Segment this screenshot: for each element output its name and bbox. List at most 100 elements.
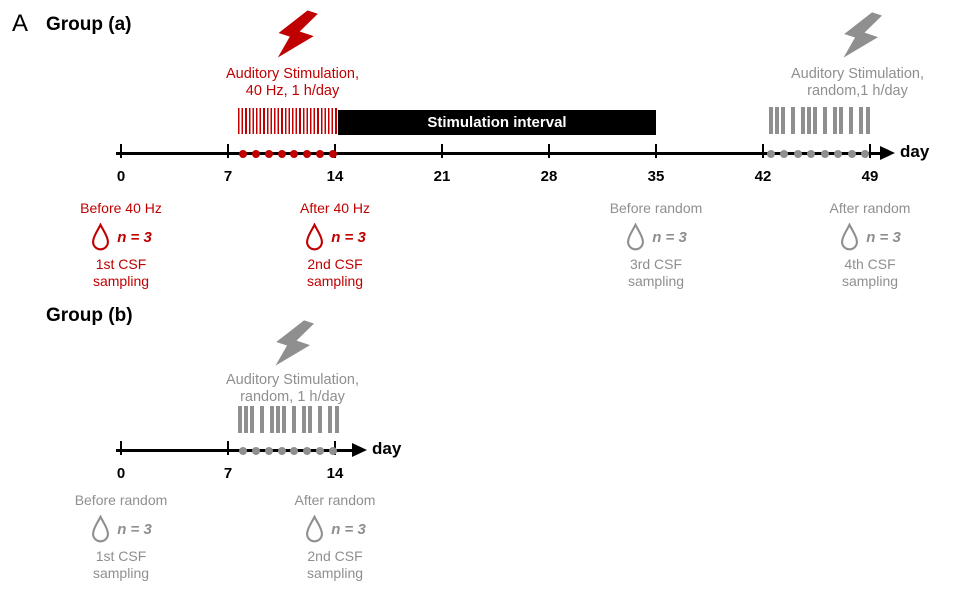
droplet-icon: [92, 222, 110, 250]
stim-40hz-pattern: [238, 108, 338, 134]
sample-size-label: n = 3: [117, 228, 152, 246]
sampling-order-label: 4th CSF: [844, 256, 896, 272]
timeline-b-arrowhead-icon: [352, 443, 367, 457]
sample-size-row: n = 3: [795, 221, 945, 253]
sampling-condition-label: After random: [294, 492, 376, 508]
group-a-title: Group (a): [46, 14, 132, 35]
timeline-dot: [316, 150, 325, 158]
tick-label: 0: [116, 168, 126, 185]
timeline-dot: [328, 447, 337, 455]
lightning-bolt-icon-random-a: [843, 12, 883, 58]
sample-size-row: n = 3: [260, 513, 410, 545]
sampling-condition-label: Before random: [609, 200, 703, 216]
droplet-icon: [306, 222, 324, 250]
stim-40hz-label-line2: 40 Hz, 1 h/day: [245, 82, 340, 99]
stim-random-b-label: Auditory Stimulation, random, 1 h/day: [200, 372, 385, 405]
tick-label: 14: [326, 465, 344, 482]
sampling-order-label: 1st CSF: [95, 548, 147, 564]
stim-random-a-label: Auditory Stimulation, random,1 h/day: [765, 66, 950, 99]
timeline-dot: [290, 150, 299, 158]
sampling-condition-label: Before random: [74, 492, 168, 508]
tick-label: 0: [116, 465, 126, 482]
tick-mark: [655, 144, 657, 158]
timeline-dot: [277, 150, 286, 158]
timeline-dot: [793, 150, 802, 158]
lightning-bolt-icon-random-b: [275, 320, 315, 366]
timeline-dot: [239, 150, 247, 158]
droplet-icon: [306, 514, 324, 542]
sample-size-row: n = 3: [260, 221, 410, 253]
droplet-icon: [841, 222, 859, 250]
stim-random-b-label-line1: Auditory Stimulation,: [226, 372, 359, 388]
tick-label: 49: [861, 168, 879, 185]
stim-random-a-label-line1: Auditory Stimulation,: [791, 66, 924, 82]
timeline-a: [116, 152, 882, 155]
csf-sampling-annotation-4a: After random n = 3 4th CSF sampling: [795, 200, 945, 290]
stim-random-a-label-line2: random,1 h/day: [807, 82, 908, 99]
timeline-dot: [834, 150, 843, 158]
tick-label: 21: [433, 168, 451, 185]
sample-size-label: n = 3: [331, 520, 366, 538]
timeline-dot: [316, 447, 325, 455]
stim-days-dots-random-a: [767, 149, 869, 159]
lightning-bolt-icon-40hz: [277, 10, 318, 58]
timeline-dot: [860, 150, 869, 158]
day-axis-label-b: day: [372, 439, 402, 458]
sample-size-label: n = 3: [866, 228, 901, 246]
stim-40hz-label-line1: Auditory Stimulation,: [226, 66, 359, 82]
tick-mark: [869, 144, 871, 158]
sampling-condition-label: Before 40 Hz: [80, 200, 162, 216]
sampling-word: sampling: [92, 273, 150, 289]
sampling-condition-label: After 40 Hz: [299, 200, 371, 216]
timeline-dot: [767, 150, 775, 158]
tick-mark: [227, 441, 229, 455]
tick-label: 28: [540, 168, 558, 185]
stim-days-dots-random-b: [239, 446, 337, 456]
stim-days-dots-40hz: [239, 149, 337, 159]
tick-mark: [762, 144, 764, 158]
sample-size-label: n = 3: [117, 520, 152, 538]
csf-sampling-annotation-2a: After 40 Hz n = 3 2nd CSF sampling: [260, 200, 410, 290]
sampling-order-label: 1st CSF: [95, 256, 147, 272]
stim-random-b-label-line2: random, 1 h/day: [240, 388, 345, 405]
day-axis-label-a: day: [900, 142, 930, 161]
stim-40hz-label: Auditory Stimulation, 40 Hz, 1 h/day: [200, 66, 385, 99]
sample-size-label: n = 3: [331, 228, 366, 246]
group-b-title: Group (b): [46, 305, 133, 326]
timeline-dot: [277, 447, 286, 455]
timeline-dot: [251, 447, 260, 455]
droplet-icon: [627, 222, 645, 250]
droplet-icon: [92, 514, 110, 542]
timeline-b: [116, 449, 354, 452]
sample-size-row: n = 3: [581, 221, 731, 253]
panel-label: A: [12, 10, 29, 37]
timeline-dot: [264, 447, 273, 455]
timeline-dot: [303, 150, 312, 158]
timeline-dot: [239, 447, 247, 455]
stim-random-pattern-a: [769, 107, 870, 134]
csf-sampling-annotation-2b: After random n = 3 2nd CSF sampling: [260, 492, 410, 582]
tick-mark: [120, 144, 122, 158]
sampling-word: sampling: [92, 565, 150, 581]
timeline-a-arrowhead-icon: [880, 146, 895, 160]
sampling-order-label: 2nd CSF: [307, 256, 363, 272]
sampling-word: sampling: [306, 273, 364, 289]
tick-label: 35: [647, 168, 665, 185]
sample-size-row: n = 3: [46, 221, 196, 253]
tick-mark: [227, 144, 229, 158]
tick-mark: [548, 144, 550, 158]
timeline-dot: [264, 150, 273, 158]
sampling-order-label: 3rd CSF: [629, 256, 683, 272]
sampling-word: sampling: [841, 273, 899, 289]
sampling-condition-label: After random: [829, 200, 911, 216]
stim-random-pattern-b: [238, 406, 339, 433]
sample-size-row: n = 3: [46, 513, 196, 545]
timeline-dot: [780, 150, 789, 158]
stimulation-interval-bar: Stimulation interval: [338, 110, 656, 135]
timeline-dot: [807, 150, 816, 158]
timeline-dot: [820, 150, 829, 158]
timeline-dot: [251, 150, 260, 158]
sampling-order-label: 2nd CSF: [307, 548, 363, 564]
sampling-word: sampling: [306, 565, 364, 581]
